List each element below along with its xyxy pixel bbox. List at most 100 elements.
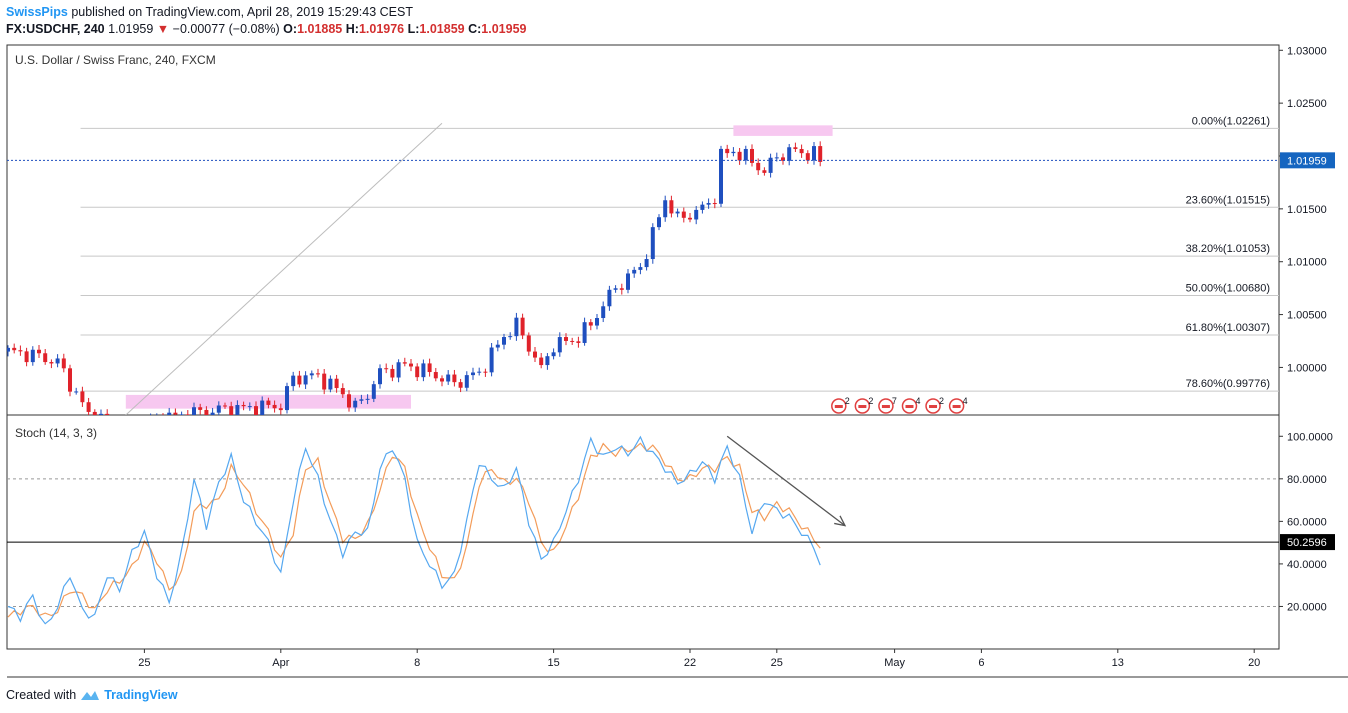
candle-up: [149, 418, 153, 421]
candle-up: [700, 204, 705, 210]
candle-up: [743, 148, 748, 161]
candle-up: [155, 417, 159, 418]
high-label: H:: [345, 22, 359, 36]
candle-down: [533, 351, 537, 358]
candle-down: [440, 378, 444, 382]
candle-up: [99, 413, 103, 415]
candle-up: [210, 412, 215, 415]
candle-down: [185, 414, 190, 415]
candle-down: [272, 404, 277, 409]
candle-down: [37, 349, 41, 354]
last-price-value: 1.01959: [108, 22, 154, 36]
candle-down: [43, 353, 48, 363]
candle-up: [142, 422, 146, 430]
change-value: −0.00077 (−0.08%): [172, 22, 280, 36]
price-axis-label: 1.00500: [1287, 310, 1327, 322]
candle-up: [378, 368, 382, 385]
stoch-axis-label: 40.0000: [1287, 559, 1327, 571]
candle-down: [322, 373, 327, 390]
candle-up: [613, 288, 618, 290]
candle-up: [632, 269, 637, 274]
candle-up: [489, 347, 494, 373]
fib-level-label: 0.00%(1.02261): [1192, 115, 1270, 127]
price-axis-label: 1.02500: [1287, 98, 1327, 110]
tradingview-brand[interactable]: TradingView: [104, 688, 178, 702]
event-marker-count: 7: [892, 396, 897, 406]
symbol-info: FX:USDCHF, 240 1.01959 ▼ −0.00077 (−0.08…: [6, 22, 526, 36]
candle-down: [415, 366, 420, 378]
footer: Created with TradingView: [6, 688, 178, 702]
event-marker-count: 2: [868, 396, 873, 406]
time-axis-label: 6: [978, 657, 984, 669]
event-marker-flag: [929, 405, 938, 409]
candle-up: [607, 289, 612, 307]
candle-up: [421, 363, 426, 378]
candle-down: [161, 417, 165, 429]
last-price-label-bg: [1280, 152, 1335, 169]
candle-down: [136, 420, 140, 429]
price-axis-label: 1.03000: [1287, 45, 1327, 57]
candle-down: [427, 363, 432, 373]
candle-down: [198, 407, 203, 410]
time-axis-label: 15: [547, 657, 559, 669]
candle-up: [719, 148, 723, 204]
stoch-marker-label-bg: [1280, 534, 1335, 551]
candle-up: [353, 400, 358, 408]
candle-down: [92, 411, 97, 415]
stoch-d-line: [7, 442, 821, 618]
candle-up: [285, 386, 289, 411]
candle-up: [235, 404, 240, 415]
open-value: 1.01885: [297, 22, 343, 36]
time-axis-label: 8: [414, 657, 420, 669]
stoch-pane: [7, 435, 1279, 625]
candle-down: [111, 419, 115, 425]
stoch-pane-title: Stoch (14, 3, 3): [15, 426, 97, 440]
candle-down: [80, 391, 85, 403]
candle-down: [781, 157, 785, 161]
candle-down: [384, 368, 389, 370]
trend-line: [125, 122, 443, 415]
candle-down: [390, 368, 395, 378]
candle-up: [582, 322, 587, 343]
candle-down: [241, 404, 246, 407]
candle-down: [402, 362, 407, 364]
candle-down: [737, 151, 742, 161]
stoch-axis-label: 20.0000: [1287, 601, 1327, 613]
low-value: 1.01859: [419, 22, 465, 36]
candle-up: [675, 211, 680, 214]
low-label: L:: [407, 22, 420, 36]
candle-up: [359, 399, 364, 401]
candle-up: [124, 420, 128, 431]
fib-level-label: 50.00%(1.00680): [1186, 283, 1270, 295]
highlight-zone: [733, 125, 833, 136]
close-label: C:: [468, 22, 482, 36]
candle-up: [663, 200, 668, 218]
author-name[interactable]: SwissPips: [6, 5, 68, 19]
candle-up: [595, 318, 599, 326]
candle-down: [520, 317, 525, 336]
candle-up: [626, 273, 630, 290]
candle-down: [409, 363, 413, 367]
candle-down: [526, 335, 531, 352]
event-marker-flag: [881, 405, 890, 409]
candle-up: [74, 391, 79, 393]
time-axis-label: May: [884, 657, 905, 669]
candle-up: [192, 407, 196, 415]
candle-up: [7, 347, 10, 352]
candle-down: [254, 406, 258, 415]
candle-up: [706, 203, 711, 205]
candle-down: [173, 412, 178, 415]
price-pane: [7, 122, 1279, 431]
candle-up: [514, 317, 519, 337]
candle-up: [464, 375, 469, 388]
candle-down: [130, 420, 134, 421]
downtrend-arrow: [726, 435, 846, 527]
close-value: 1.01959: [481, 22, 527, 36]
candle-down: [278, 408, 283, 411]
price-axis-label: 1.01000: [1287, 257, 1327, 269]
candle-up: [291, 375, 296, 387]
candle-up: [260, 400, 265, 415]
candle-down: [297, 375, 302, 385]
event-marker-flag: [952, 405, 961, 409]
